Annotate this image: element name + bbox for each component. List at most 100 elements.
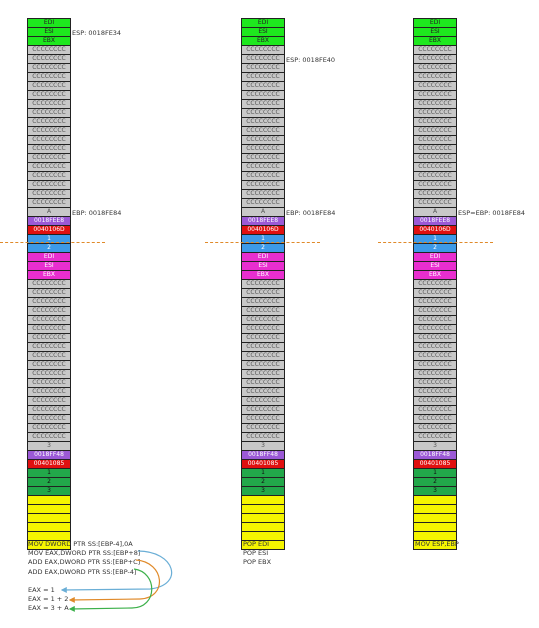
stack-cell: CCCCCCCC <box>414 316 456 325</box>
stack-cell: EBX <box>414 37 456 46</box>
stack-cell: 0018FEE8 <box>414 217 456 226</box>
stack-cell: 1 <box>28 235 70 244</box>
stack-cell <box>414 505 456 514</box>
stack-cell: CCCCCCCC <box>242 118 284 127</box>
stack-cell: CCCCCCCC <box>242 46 284 55</box>
stack-cell: 1 <box>414 469 456 478</box>
stack-cell: EDI <box>414 253 456 262</box>
stack-cell: CCCCCCCC <box>28 415 70 424</box>
stack-cell: 0018FEE8 <box>242 217 284 226</box>
result-line: EAX = 1 + 2 <box>28 595 69 604</box>
stack-cell: CCCCCCCC <box>242 352 284 361</box>
frame-divider-2 <box>205 242 320 243</box>
code-line: POP ESI <box>243 549 269 558</box>
stack-cell: A <box>414 208 456 217</box>
stack-cell: 00401085 <box>28 460 70 469</box>
frame-divider-1 <box>0 242 105 243</box>
stack-cell: EBX <box>242 271 284 280</box>
stack-cell: CCCCCCCC <box>242 334 284 343</box>
stack-cell: CCCCCCCC <box>28 154 70 163</box>
code-line: POP EDI <box>243 540 270 548</box>
stack-cell: ESI <box>28 262 70 271</box>
stack-cell: 0040106D <box>28 226 70 235</box>
stack-cell: CCCCCCCC <box>242 190 284 199</box>
stack-cell: CCCCCCCC <box>414 82 456 91</box>
stack-cell: CCCCCCCC <box>242 289 284 298</box>
stack-cell: CCCCCCCC <box>414 163 456 172</box>
stack-cell: CCCCCCCC <box>28 406 70 415</box>
stack-cell: 2 <box>414 478 456 487</box>
stack-cell: CCCCCCCC <box>242 136 284 145</box>
result-line: EAX = 3 + A <box>28 604 69 613</box>
stack-cell: CCCCCCCC <box>28 199 70 208</box>
stack-cell: CCCCCCCC <box>28 325 70 334</box>
stack-cell: EDI <box>242 19 284 28</box>
stack-cell: 00401085 <box>242 460 284 469</box>
stack-cell: CCCCCCCC <box>242 307 284 316</box>
stack-cell: CCCCCCCC <box>242 181 284 190</box>
stack-cell: CCCCCCCC <box>242 298 284 307</box>
stack-cell: CCCCCCCC <box>242 82 284 91</box>
stack-cell: CCCCCCCC <box>28 163 70 172</box>
stack-cell: CCCCCCCC <box>414 298 456 307</box>
stack-cell: CCCCCCCC <box>414 325 456 334</box>
result-line: EAX = 1 <box>28 586 55 594</box>
stack-cell: CCCCCCCC <box>414 46 456 55</box>
stack-cell: 0018FF48 <box>28 451 70 460</box>
stack-cell <box>242 505 284 514</box>
stack-cell: CCCCCCCC <box>28 145 70 154</box>
stack-cell: CCCCCCCC <box>28 55 70 64</box>
arrow-blue <box>60 550 173 593</box>
stack-cell: CCCCCCCC <box>28 91 70 100</box>
stack-cell <box>28 505 70 514</box>
code-block-3: MOV ESP,EBP <box>415 540 459 549</box>
stack-cell: 00401085 <box>414 460 456 469</box>
stack-cell: CCCCCCCC <box>242 73 284 82</box>
stack-cell: CCCCCCCC <box>242 361 284 370</box>
stack-cell: CCCCCCCC <box>242 370 284 379</box>
result-block: EAX = 1 EAX = 1 + 2 EAX = 3 + A <box>28 586 69 614</box>
ebp-label-1: EBP: 0018FE84 <box>72 209 122 217</box>
stack-cell: CCCCCCCC <box>28 46 70 55</box>
stack-cell: A <box>242 208 284 217</box>
stack-cell: CCCCCCCC <box>28 100 70 109</box>
stack-cell: CCCCCCCC <box>414 406 456 415</box>
stack-cell: EDI <box>414 19 456 28</box>
stack-cell: CCCCCCCC <box>414 55 456 64</box>
stack-cell: CCCCCCCC <box>242 64 284 73</box>
stack-cell: CCCCCCCC <box>28 118 70 127</box>
stack-cell: CCCCCCCC <box>28 172 70 181</box>
stack-cell: CCCCCCCC <box>414 289 456 298</box>
stack-cell: 3 <box>414 487 456 496</box>
stack-cell: EDI <box>242 253 284 262</box>
code-line: MOV ESP,EBP <box>415 540 459 548</box>
stack-column-1: EDI ESI EBX CCCCCCCC CCCCCCCC CCCCCCCC CCCCCCC… <box>27 18 71 550</box>
stack-cell: CCCCCCCC <box>242 406 284 415</box>
stack-cell: CCCCCCCC <box>414 379 456 388</box>
stack-cell: CCCCCCCC <box>28 82 70 91</box>
stack-cell: CCCCCCCC <box>242 145 284 154</box>
esp-ebp-label-3: ESP=EBP: 0018FE84 <box>458 209 525 217</box>
esp-label-1: ESP: 0018FE34 <box>72 29 122 37</box>
stack-cell: CCCCCCCC <box>414 154 456 163</box>
stack-cell <box>242 514 284 523</box>
code-line: ADD EAX,DWORD PTR SS:[EBP-4] <box>28 567 137 576</box>
code-line: MOV EAX,DWORD PTR SS:[EBP+8] <box>28 549 141 558</box>
stack-cell <box>414 523 456 532</box>
stack-cell: CCCCCCCC <box>28 73 70 82</box>
stack-cell: CCCCCCCC <box>28 181 70 190</box>
stack-cell <box>242 496 284 505</box>
stack-cell: CCCCCCCC <box>414 361 456 370</box>
stack-cell: CCCCCCCC <box>414 280 456 289</box>
stack-cell: 0040106D <box>414 226 456 235</box>
stack-cell: CCCCCCCC <box>28 361 70 370</box>
stack-cell: CCCCCCCC <box>242 100 284 109</box>
stack-cell: 1 <box>28 469 70 478</box>
stack-cell: ESI <box>242 262 284 271</box>
stack-cell: CCCCCCCC <box>414 118 456 127</box>
stack-cell: 0018FEE8 <box>28 217 70 226</box>
stack-cell <box>28 532 70 541</box>
stack-cell: CCCCCCCC <box>28 352 70 361</box>
stack-cell: CCCCCCCC <box>242 172 284 181</box>
stack-cell: CCCCCCCC <box>28 388 70 397</box>
